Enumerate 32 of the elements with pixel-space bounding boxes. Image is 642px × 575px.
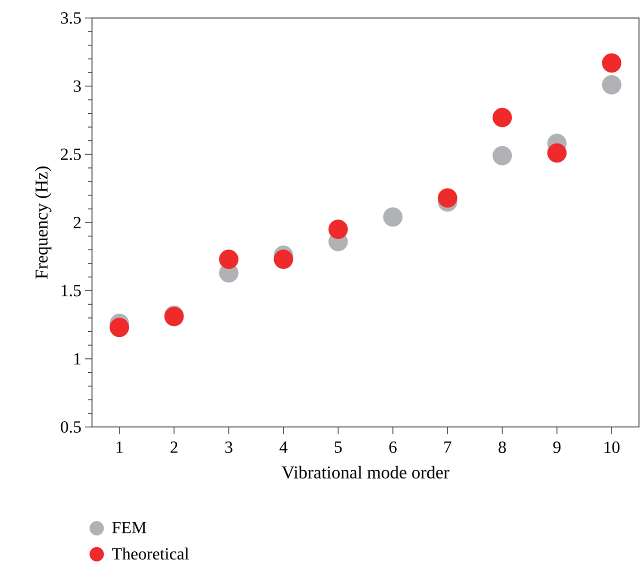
legend-label: FEM [112, 522, 146, 534]
point [438, 188, 458, 208]
y-axis-title: Frequency (Hz) [34, 166, 52, 279]
x-tick-label: 2 [170, 442, 178, 453]
legend-label: Theoretical [112, 548, 189, 560]
y-tick-label: 0.5 [60, 421, 81, 433]
x-tick-label: 6 [389, 442, 397, 453]
y-tick-label: 1 [74, 353, 80, 364]
x-axis-title: Vibrational mode order [282, 466, 450, 479]
point [602, 75, 622, 94]
point [274, 250, 294, 270]
x-tick-label: 5 [334, 442, 342, 453]
y-tick-label: 3 [74, 80, 81, 92]
x-tick-label: 7 [444, 442, 452, 453]
point [547, 143, 567, 163]
x-tick-label: 10 [604, 442, 620, 453]
x-tick-label: 8 [498, 442, 506, 453]
y-tick-label: 1.5 [62, 284, 81, 296]
y-tick-label: 2.5 [60, 148, 81, 160]
x-tick-label: 9 [553, 442, 561, 453]
point [602, 53, 622, 73]
point [383, 207, 403, 227]
y-tick-label: 2 [74, 216, 81, 228]
x-tick-label: 3 [225, 442, 232, 453]
point [492, 108, 512, 128]
point [219, 250, 238, 270]
point [492, 146, 512, 166]
point [328, 220, 348, 240]
point [110, 318, 130, 338]
x-tick-label: 1 [116, 442, 123, 453]
y-tick-label: 3.5 [61, 12, 81, 24]
x-tick-label: 4 [280, 442, 288, 453]
